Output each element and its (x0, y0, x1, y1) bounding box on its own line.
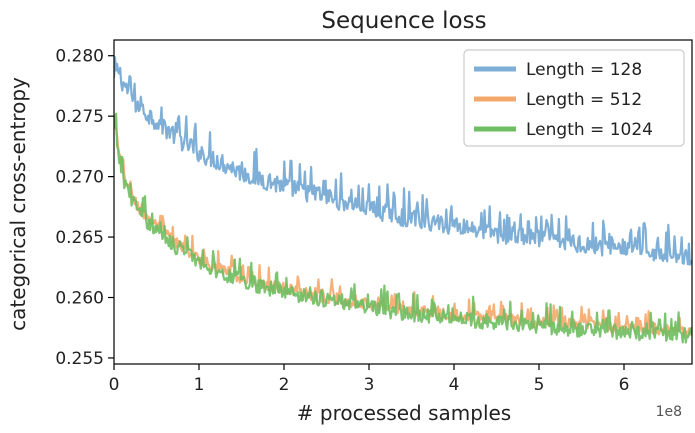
x-tick-label: 1 (194, 375, 205, 395)
x-tick-label: 5 (534, 375, 545, 395)
legend: Length = 128 Length = 512 Length = 1024 (463, 49, 685, 147)
y-tick-label: 0.255 (55, 349, 104, 369)
y-tick-label: 0.265 (55, 228, 104, 248)
series-line-1 (114, 56, 692, 266)
y-tick-label: 0.280 (55, 47, 104, 67)
legend-box (463, 49, 685, 147)
y-axis-title: categorical cross-entropy (6, 77, 30, 331)
plot-frame (113, 39, 693, 365)
legend-label: Length = 128 (526, 60, 642, 80)
y-axis: 0.255 0.260 0.265 0.270 0.275 0.280 (55, 47, 114, 369)
plot-area (114, 56, 692, 344)
chart-title: Sequence loss (321, 8, 486, 34)
y-tick-label: 0.260 (55, 289, 104, 309)
x-tick-label: 0 (109, 375, 120, 395)
legend-label: Length = 512 (526, 90, 642, 110)
x-axis-offset-label: 1e8 (656, 404, 682, 420)
legend-label: Length = 1024 (526, 120, 653, 140)
x-tick-label: 3 (364, 375, 375, 395)
y-tick-label: 0.270 (55, 168, 104, 188)
x-tick-label: 2 (279, 375, 290, 395)
x-axis: 0 1 2 3 4 5 6 (109, 364, 630, 395)
x-tick-label: 4 (449, 375, 460, 395)
x-tick-label: 6 (619, 375, 630, 395)
x-axis-title: # processed samples (297, 401, 511, 425)
series-line-3 (114, 112, 692, 344)
y-tick-label: 0.275 (55, 107, 104, 127)
